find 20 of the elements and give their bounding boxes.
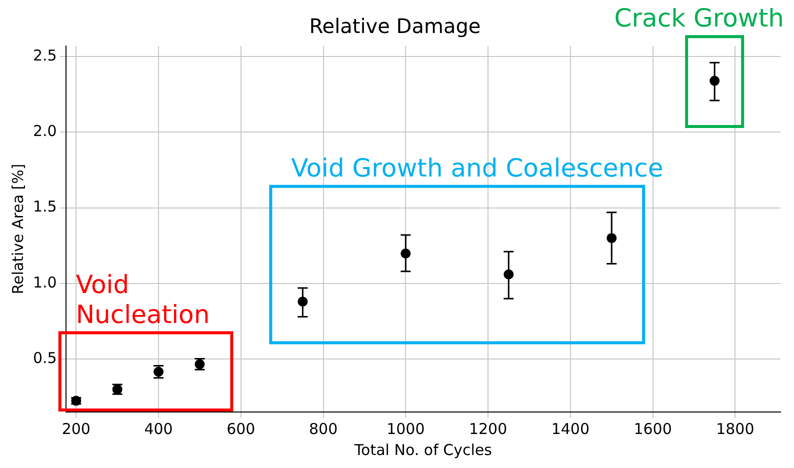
text: Crack Growth	[614, 4, 784, 33]
x-tick-label: 1600	[634, 420, 672, 438]
x-axis-title: Total No. of Cycles	[353, 440, 492, 459]
y-tick-label: 2.0	[32, 122, 57, 140]
y-tick-label: 2.5	[32, 46, 57, 64]
x-tick-label: 1000	[386, 420, 425, 438]
x-tick-label: 400	[144, 420, 173, 438]
x-tick-label: 600	[226, 420, 256, 438]
annotation: Void Nucleation	[76, 270, 210, 329]
x-tick-label: 1800	[716, 420, 754, 438]
x-tick-label: 800	[308, 420, 338, 438]
y-tick-label: 1.5	[32, 198, 57, 216]
chart-title: Relative Damage	[309, 14, 481, 38]
x-tick-label: 1400	[551, 420, 590, 438]
y-tick-label: 0.5	[32, 348, 57, 367]
x-tick-label: 1200	[468, 420, 508, 438]
annotation: Void Growth and Coalescence	[291, 153, 664, 182]
x-tick-label: 200	[62, 420, 90, 438]
y-axis-title: Relative Area [%]	[8, 164, 27, 294]
y-tick-label: 1.0	[32, 273, 57, 292]
